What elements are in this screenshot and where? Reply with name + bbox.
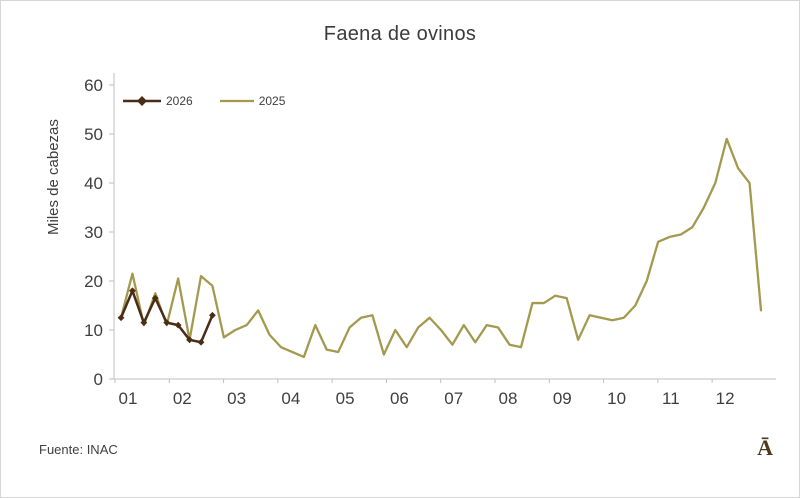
legend-marker-2026-icon (123, 96, 161, 106)
legend-label-2025: 2025 (258, 94, 286, 108)
x-tick-label: 05 (336, 389, 355, 408)
logo-glyph: Ā (757, 435, 773, 460)
series-2026-marker (174, 321, 182, 329)
series-2026-marker (117, 314, 125, 322)
y-tick-label: 30 (84, 223, 103, 242)
series-2025-line (119, 137, 763, 359)
y-tick-label: 60 (84, 76, 103, 95)
series-2026-marker (186, 336, 193, 344)
x-tick-label: 07 (444, 389, 463, 408)
x-tick-label: 08 (499, 389, 518, 408)
legend-label-2026: 2026 (166, 94, 193, 108)
chart-legend: 2026 2025 (122, 94, 285, 108)
series-2026-marker (151, 294, 159, 302)
chart-title: Faena de ovinos (323, 23, 477, 45)
series-2026-marker (209, 311, 216, 319)
x-tick-label: 09 (553, 389, 572, 408)
x-tick-label: 01 (119, 389, 138, 408)
x-tick-label: 11 (662, 389, 680, 408)
legend-marker-2025-icon (219, 99, 254, 103)
x-tick-label: 02 (173, 389, 192, 408)
x-tick-label: 04 (281, 389, 300, 408)
source-note: Fuente: INAC (39, 442, 118, 457)
series-2026-marker (129, 287, 136, 295)
x-tick-label: 12 (716, 389, 735, 408)
series-2026-marker (163, 319, 171, 327)
x-tick-label: 03 (227, 389, 246, 408)
y-tick-label: 40 (84, 174, 103, 193)
series-2026-line (119, 289, 214, 344)
y-tick-label: 20 (84, 272, 103, 291)
x-tick-label: 06 (390, 389, 409, 408)
x-tick-label: 10 (607, 389, 626, 408)
y-tick-label: 0 (94, 370, 103, 389)
legend-item-2026: 2026 (122, 94, 193, 108)
series-2026-marker (197, 338, 205, 346)
y-tick-label: 50 (84, 125, 103, 144)
legend-item-2025: 2025 (219, 94, 286, 108)
series-2026-marker (140, 319, 148, 327)
y-tick-label: 10 (84, 321, 103, 340)
